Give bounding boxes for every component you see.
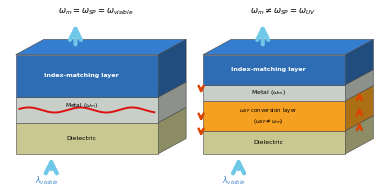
Polygon shape bbox=[158, 40, 186, 97]
Text: $\omega_{SP}$ conversion layer
($\omega_{SP} \neq \omega_m$): $\omega_{SP}$ conversion layer ($\omega_… bbox=[239, 106, 298, 126]
Text: Metal ($\omega_m$): Metal ($\omega_m$) bbox=[65, 101, 98, 110]
Polygon shape bbox=[203, 55, 345, 85]
Text: Dielectric: Dielectric bbox=[66, 136, 96, 141]
Polygon shape bbox=[203, 101, 345, 131]
Polygon shape bbox=[158, 107, 186, 154]
Text: Index-matching layer: Index-matching layer bbox=[44, 74, 118, 78]
Text: $\omega_m \neq \omega_{SP} = \omega_{UV}$: $\omega_m \neq \omega_{SP} = \omega_{UV}… bbox=[250, 6, 315, 17]
Polygon shape bbox=[345, 40, 373, 85]
Polygon shape bbox=[16, 40, 186, 55]
Polygon shape bbox=[16, 97, 158, 123]
Text: Index-matching layer: Index-matching layer bbox=[231, 67, 306, 72]
Text: $\lambda_{visible}$: $\lambda_{visible}$ bbox=[223, 175, 246, 187]
Polygon shape bbox=[158, 82, 186, 123]
Text: Metal ($\omega_m$): Metal ($\omega_m$) bbox=[251, 88, 286, 97]
Polygon shape bbox=[345, 86, 373, 131]
Polygon shape bbox=[345, 115, 373, 154]
Polygon shape bbox=[203, 40, 373, 55]
Text: Dielectric: Dielectric bbox=[253, 140, 284, 145]
Polygon shape bbox=[16, 123, 158, 154]
Polygon shape bbox=[16, 55, 158, 97]
Text: $\lambda_{visible}$: $\lambda_{visible}$ bbox=[35, 175, 59, 187]
Text: $\omega_m = \omega_{SP} = \omega_{visible}$: $\omega_m = \omega_{SP} = \omega_{visibl… bbox=[58, 6, 133, 17]
Polygon shape bbox=[203, 131, 345, 154]
Polygon shape bbox=[203, 85, 345, 101]
Polygon shape bbox=[345, 69, 373, 101]
